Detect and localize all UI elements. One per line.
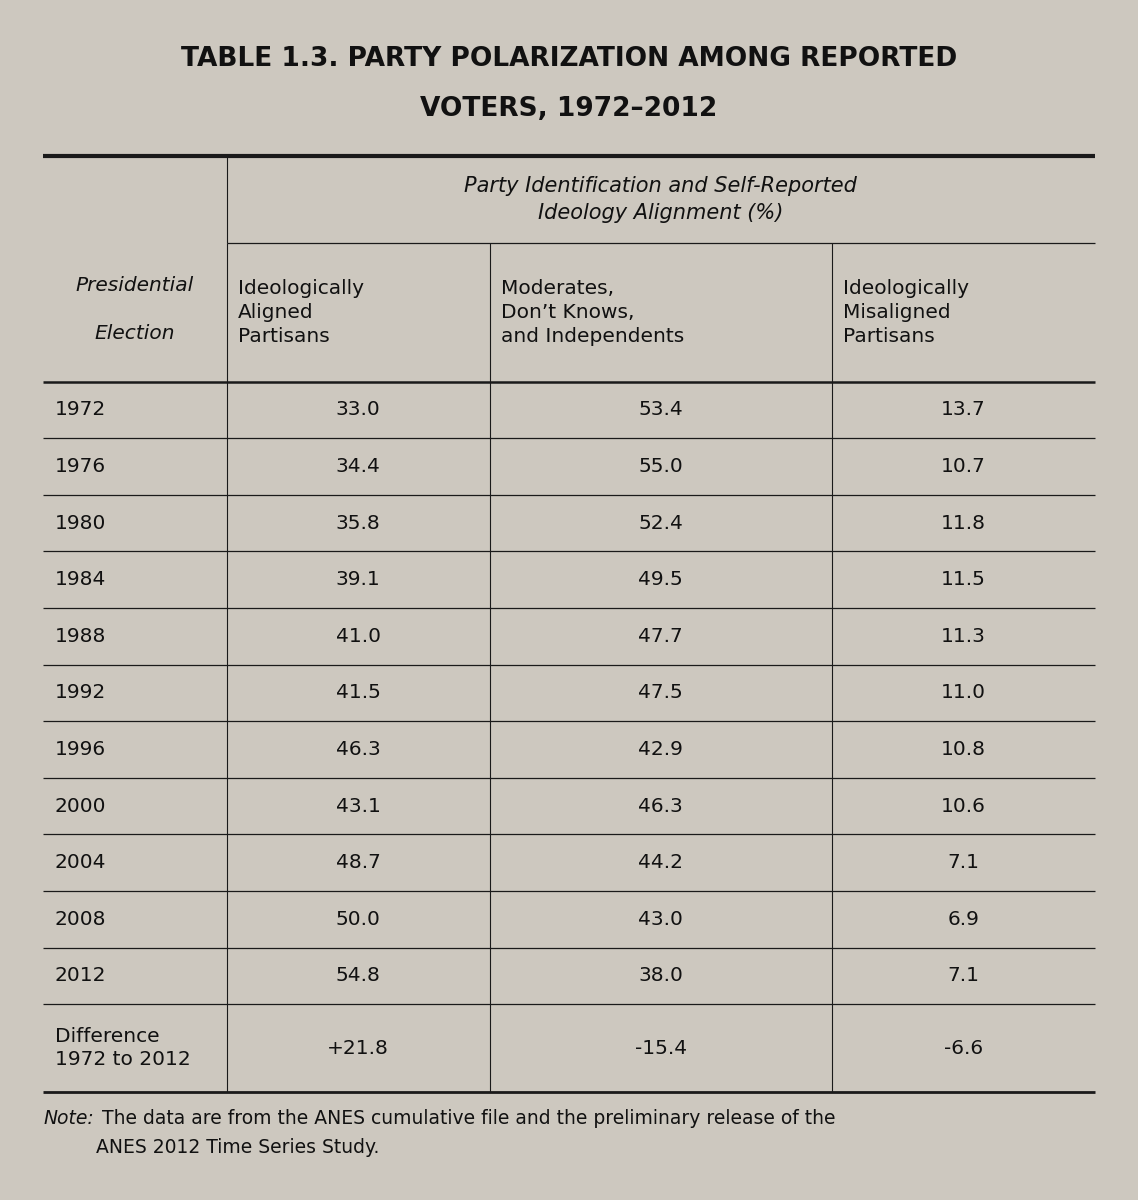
Text: 47.7: 47.7 <box>638 626 683 646</box>
Text: 1984: 1984 <box>55 570 106 589</box>
Text: 50.0: 50.0 <box>336 910 380 929</box>
Text: 7.1: 7.1 <box>947 853 980 872</box>
Text: 2012: 2012 <box>55 966 106 985</box>
Text: 13.7: 13.7 <box>941 401 986 419</box>
Text: 1996: 1996 <box>55 740 106 760</box>
Text: 1980: 1980 <box>55 514 106 533</box>
Text: The data are from the ANES cumulative file and the preliminary release of the
AN: The data are from the ANES cumulative fi… <box>96 1109 835 1157</box>
Text: 11.5: 11.5 <box>941 570 986 589</box>
Text: TABLE 1.3. PARTY POLARIZATION AMONG REPORTED: TABLE 1.3. PARTY POLARIZATION AMONG REPO… <box>181 46 957 72</box>
Text: 44.2: 44.2 <box>638 853 683 872</box>
Text: 52.4: 52.4 <box>638 514 683 533</box>
Text: 46.3: 46.3 <box>638 797 683 816</box>
Text: -15.4: -15.4 <box>635 1039 687 1057</box>
Text: 41.0: 41.0 <box>336 626 381 646</box>
Text: 6.9: 6.9 <box>947 910 980 929</box>
Text: 2004: 2004 <box>55 853 106 872</box>
Text: 46.3: 46.3 <box>336 740 380 760</box>
Text: Party Identification and Self-Reported
Ideology Alignment (%): Party Identification and Self-Reported I… <box>464 176 857 223</box>
Text: 34.4: 34.4 <box>336 457 380 476</box>
Text: Presidential: Presidential <box>76 276 195 295</box>
Text: 11.3: 11.3 <box>941 626 986 646</box>
Text: 47.5: 47.5 <box>638 684 683 702</box>
Text: 11.0: 11.0 <box>941 684 986 702</box>
Text: 1972 to 2012: 1972 to 2012 <box>55 1050 190 1069</box>
Text: 1988: 1988 <box>55 626 106 646</box>
Text: Ideologically
Misaligned
Partisans: Ideologically Misaligned Partisans <box>843 278 970 346</box>
Text: 43.0: 43.0 <box>638 910 683 929</box>
Text: 1972: 1972 <box>55 401 106 419</box>
Text: 53.4: 53.4 <box>638 401 683 419</box>
Text: Ideologically
Aligned
Partisans: Ideologically Aligned Partisans <box>238 278 364 346</box>
Text: 2008: 2008 <box>55 910 106 929</box>
Text: 41.5: 41.5 <box>336 684 380 702</box>
Text: 54.8: 54.8 <box>336 966 380 985</box>
Text: 10.8: 10.8 <box>941 740 986 760</box>
Text: Moderates,
Don’t Knows,
and Independents: Moderates, Don’t Knows, and Independents <box>501 278 684 346</box>
Text: 1976: 1976 <box>55 457 106 476</box>
Text: Election: Election <box>94 324 175 343</box>
Text: 55.0: 55.0 <box>638 457 683 476</box>
Text: Note:: Note: <box>43 1109 94 1128</box>
Text: 35.8: 35.8 <box>336 514 380 533</box>
Text: 38.0: 38.0 <box>638 966 683 985</box>
Text: 49.5: 49.5 <box>638 570 683 589</box>
Text: 39.1: 39.1 <box>336 570 380 589</box>
Text: 10.6: 10.6 <box>941 797 986 816</box>
Text: 42.9: 42.9 <box>638 740 683 760</box>
Text: 10.7: 10.7 <box>941 457 986 476</box>
Text: 33.0: 33.0 <box>336 401 380 419</box>
Text: 11.8: 11.8 <box>941 514 986 533</box>
Text: 2000: 2000 <box>55 797 106 816</box>
Text: 43.1: 43.1 <box>336 797 380 816</box>
Text: VOTERS, 1972–2012: VOTERS, 1972–2012 <box>420 96 718 122</box>
Text: +21.8: +21.8 <box>328 1039 389 1057</box>
Text: -6.6: -6.6 <box>943 1039 983 1057</box>
Text: 7.1: 7.1 <box>947 966 980 985</box>
Text: 48.7: 48.7 <box>336 853 380 872</box>
Text: Difference: Difference <box>55 1027 159 1046</box>
Text: 1992: 1992 <box>55 684 106 702</box>
